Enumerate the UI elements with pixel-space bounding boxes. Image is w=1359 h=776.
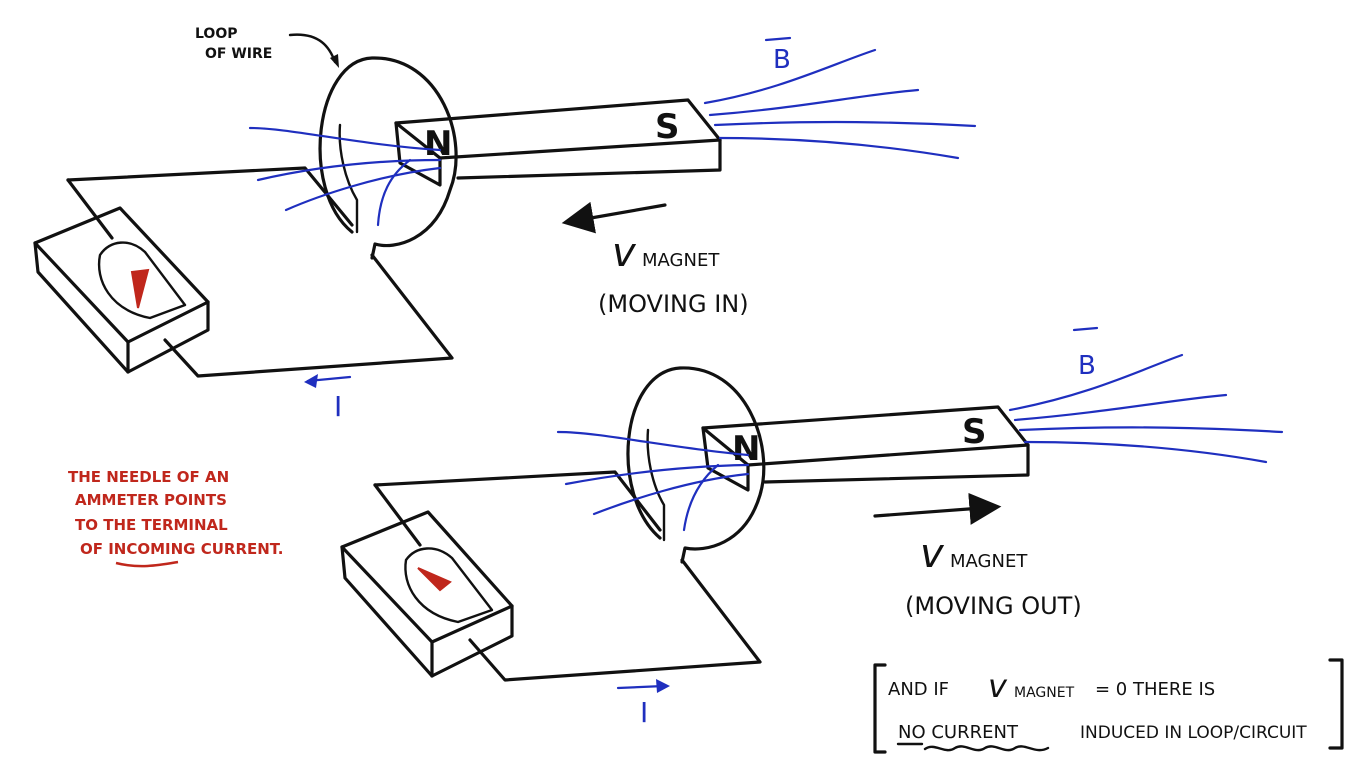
loop-of-wire-callout: LOOP OF WIRE (195, 26, 339, 68)
bottom-ammeter-needle (417, 567, 452, 592)
top-ammeter (33, 206, 210, 374)
box-line1-sym: v (988, 667, 1008, 705)
svg-text:I: I (334, 390, 342, 423)
bottom-wire-loop (626, 366, 766, 564)
bottom-motion-arrow (873, 492, 1002, 525)
top-pole-s: S (655, 107, 680, 147)
svg-text:v: v (612, 230, 637, 276)
zero-velocity-box: AND IF v MAGNET = 0 THERE IS NO CURRENT … (873, 658, 1344, 754)
note-line-3: TO THE TERMINAL (75, 516, 228, 534)
note-line-1: THE NEEDLE OF AN (68, 468, 229, 486)
bottom-b-label: B (1072, 326, 1099, 381)
top-velocity-label: v MAGNET (MOVING IN) (598, 230, 749, 318)
top-b-label: B (764, 36, 792, 75)
svg-text:LOOP: LOOP (195, 26, 238, 42)
bottom-velocity-label: v MAGNET (MOVING OUT) (905, 531, 1082, 620)
bottom-circuit-board (373, 470, 762, 682)
svg-text:MAGNET: MAGNET (642, 250, 720, 271)
svg-text:MAGNET: MAGNET (950, 551, 1028, 572)
bottom-scene: N S v MAGNET (MOVING OUT) (340, 326, 1284, 729)
top-motion-arrow (561, 201, 667, 234)
top-pole-n: N (424, 124, 452, 164)
top-field-lines (248, 48, 977, 227)
top-current-label: I (304, 374, 352, 423)
bottom-pole-s: S (962, 412, 987, 452)
svg-text:v: v (920, 531, 945, 577)
bottom-ammeter (340, 510, 514, 678)
top-ammeter-needle (130, 268, 150, 309)
bottom-pole-n: N (732, 429, 760, 469)
svg-text:B: B (773, 45, 791, 75)
bottom-current-label: I (616, 679, 670, 729)
top-circuit-board (66, 166, 454, 378)
top-moving-in: (MOVING IN) (598, 290, 749, 318)
box-line1-post: = 0 THERE IS (1095, 679, 1215, 700)
bottom-bar-magnet: N S (701, 405, 1030, 492)
top-scene: N S v MAGNET (MOVING IN) (33, 36, 977, 423)
note-line-4: OF INCOMING CURRENT. (80, 540, 283, 558)
box-line1-pre: AND IF (888, 679, 949, 700)
svg-text:B: B (1078, 351, 1096, 381)
svg-text:I: I (640, 696, 648, 729)
box-line2-a: NO CURRENT (898, 722, 1019, 743)
note-line-2: AMMETER POINTS (75, 491, 227, 509)
box-line1-sub: MAGNET (1014, 685, 1075, 701)
svg-text:OF WIRE: OF WIRE (205, 46, 272, 62)
ammeter-note: THE NEEDLE OF AN AMMETER POINTS TO THE T… (68, 468, 283, 568)
bottom-field-lines (556, 353, 1284, 532)
bottom-moving-out: (MOVING OUT) (905, 592, 1082, 620)
top-wire-loop (318, 56, 458, 260)
box-line2-b: INDUCED IN LOOP/CIRCUIT (1080, 723, 1307, 743)
top-bar-magnet: N S (394, 98, 722, 187)
